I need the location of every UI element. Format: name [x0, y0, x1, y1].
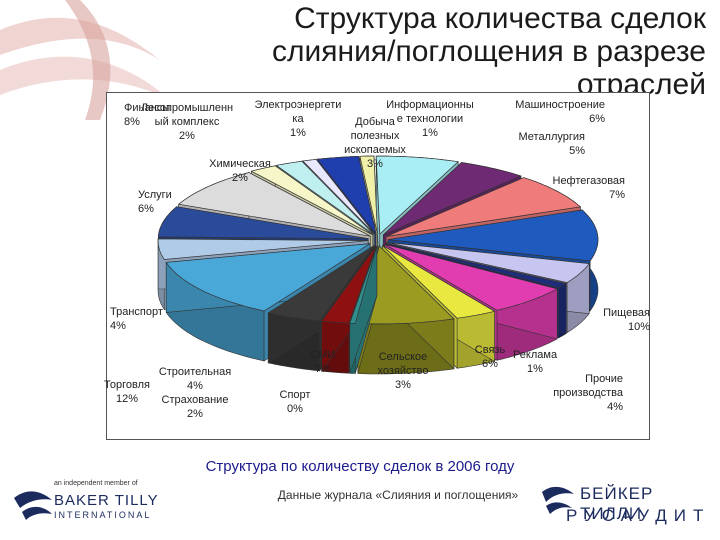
slice-label-18: Торговля 12% — [104, 379, 150, 405]
slice-label-5: Машиностроение 6% — [515, 99, 605, 125]
title-line-2: слияния/поглощения в разрезе — [272, 35, 706, 68]
slice-label-7: Химическая 2% — [209, 158, 271, 184]
slice-label-2: Электроэнергети ка 1% — [254, 99, 342, 139]
source-note: Данные журнала «Слияния и поглощения» — [277, 488, 519, 502]
slice-label-0: Финансы 8% — [124, 102, 171, 128]
slice-label-16: Строительная 4% Страхование 2% — [158, 366, 232, 420]
pie-slice-12 — [349, 245, 378, 374]
baker-tilly-logo-icon — [14, 491, 52, 520]
logo-right-subname: РУСАУДИТ — [566, 506, 711, 525]
slice-label-9: Услуги 6% — [138, 189, 172, 215]
decorative-swirl — [0, 0, 170, 120]
logo-left-name: BAKER TILLY — [54, 492, 159, 509]
logo-left-tagline: an independent member of — [54, 480, 138, 487]
page-title: Структура количества сделок слияния/погл… — [106, 2, 706, 101]
slice-label-6: Металлургия 5% — [518, 131, 585, 157]
slice-label-4: Информационны е технологии 1% — [386, 99, 474, 139]
slice-label-3: Добыча полезных ископаемых 3% — [344, 116, 406, 170]
slice-label-11: Пищевая 10% — [603, 307, 650, 333]
baker-tilly-rusaudit-logo-icon — [542, 486, 574, 514]
pie-slice-11 — [357, 245, 455, 375]
slice-label-17: Прочие производства 4% — [553, 373, 623, 413]
title-line-1: Структура количества сделок — [294, 2, 706, 35]
slice-label-13: Реклама 1% — [512, 349, 558, 375]
slice-label-8: Нефтегазовая 7% — [552, 175, 626, 201]
chart-caption: Структура по количеству сделок в 2006 го… — [205, 458, 515, 475]
logo-left-subname: INTERNATIONAL — [54, 510, 152, 520]
slice-label-10: Транспорт 4% — [110, 306, 163, 332]
logo-right-name: БЕЙКЕР ТИЛЛИ — [580, 484, 654, 523]
slice-label-14: СМИ 7% — [310, 349, 336, 375]
slice-label-12: Связь 6% — [474, 344, 506, 370]
slice-label-19: Спорт 0% — [279, 389, 311, 415]
slice-label-15: Сельское хозяйство 3% — [377, 351, 429, 391]
slice-label-1: Лесопромышленн ый комплекс 2% — [140, 102, 234, 142]
